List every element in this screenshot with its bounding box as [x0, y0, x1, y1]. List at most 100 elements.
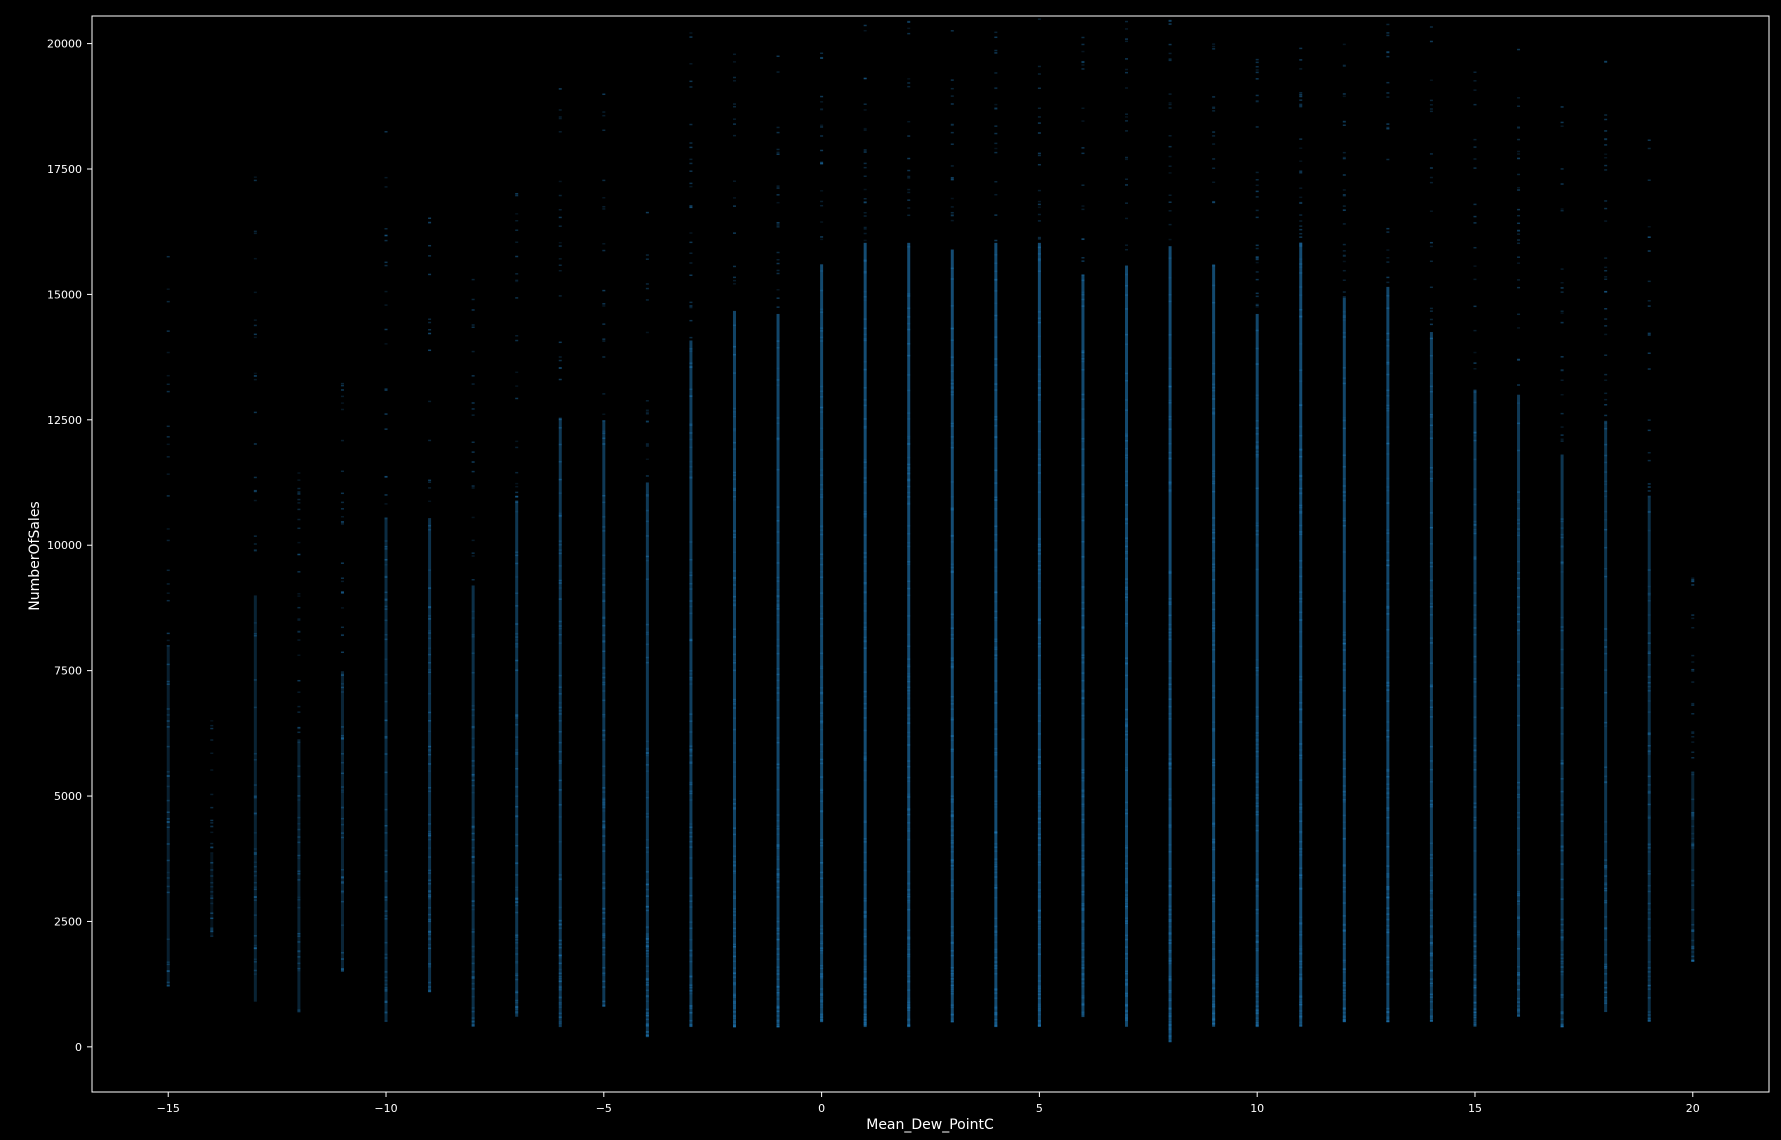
data-point	[907, 328, 911, 331]
data-point	[384, 413, 388, 415]
data-point	[1560, 629, 1564, 632]
data-point	[428, 931, 432, 934]
data-point	[907, 908, 911, 911]
data-point	[863, 983, 867, 986]
data-point	[1037, 833, 1041, 836]
data-point	[1647, 650, 1651, 653]
data-point	[1691, 959, 1695, 962]
data-point	[820, 571, 824, 573]
data-point	[515, 911, 519, 914]
data-point	[1429, 970, 1433, 972]
data-point	[732, 951, 736, 954]
data-point	[1037, 927, 1041, 930]
data-point	[1255, 797, 1259, 799]
data-point	[515, 862, 519, 864]
data-point	[820, 687, 824, 689]
data-point	[1647, 652, 1651, 654]
data-point	[776, 576, 780, 579]
data-point	[689, 751, 693, 753]
data-point	[1429, 985, 1433, 987]
data-point	[1255, 456, 1259, 458]
data-point	[1691, 757, 1695, 759]
data-point	[1560, 616, 1564, 619]
data-point	[1212, 1022, 1216, 1025]
data-point	[994, 1013, 998, 1015]
data-point	[210, 875, 214, 877]
data-point	[732, 798, 736, 801]
data-point	[1473, 940, 1477, 942]
data-point	[820, 788, 824, 791]
data-point	[645, 945, 649, 948]
data-point	[1212, 470, 1216, 472]
data-point	[1342, 1007, 1346, 1010]
data-point	[863, 510, 867, 513]
data-point	[1212, 541, 1216, 543]
data-point	[515, 623, 519, 625]
data-point	[602, 243, 606, 245]
data-point	[1081, 893, 1085, 896]
data-point	[1647, 429, 1651, 432]
data-point	[1386, 924, 1390, 927]
data-point	[994, 416, 998, 418]
data-point	[1255, 885, 1259, 887]
data-point	[994, 1022, 998, 1025]
data-point	[602, 641, 606, 643]
data-point	[863, 162, 867, 165]
data-point	[1081, 779, 1085, 782]
data-point	[820, 474, 824, 476]
data-point	[471, 900, 475, 902]
data-point	[1125, 907, 1129, 910]
data-point	[1691, 812, 1695, 814]
data-point	[1342, 794, 1346, 796]
x-tick-label: 15	[1468, 1102, 1482, 1115]
data-point	[1168, 960, 1172, 962]
data-point	[253, 291, 257, 294]
data-point	[776, 969, 780, 972]
data-point	[1299, 404, 1303, 406]
data-point	[210, 739, 214, 741]
data-point	[471, 635, 475, 638]
data-point	[820, 635, 824, 637]
data-point	[1299, 803, 1303, 805]
data-point	[1560, 106, 1564, 108]
data-point	[1081, 975, 1085, 977]
data-point	[950, 830, 954, 832]
data-point	[732, 891, 736, 893]
data-point	[1342, 279, 1346, 281]
data-point	[689, 683, 693, 685]
data-point	[166, 390, 170, 393]
data-point	[1429, 684, 1433, 686]
data-point	[1386, 96, 1390, 98]
data-point	[1473, 964, 1477, 967]
data-point	[1473, 368, 1477, 370]
data-point	[1212, 660, 1216, 662]
data-point	[820, 563, 824, 566]
data-point	[1081, 238, 1085, 241]
data-point	[515, 960, 519, 963]
data-point	[1429, 982, 1433, 985]
data-point	[1037, 553, 1041, 555]
data-point	[950, 634, 954, 636]
data-point	[1429, 970, 1433, 972]
data-point	[1560, 918, 1564, 920]
data-point	[297, 857, 301, 859]
data-point	[1168, 807, 1172, 809]
data-point	[1081, 865, 1085, 868]
data-point	[863, 1017, 867, 1019]
data-point	[558, 955, 562, 957]
data-point	[776, 833, 780, 836]
data-points	[166, 18, 1695, 1043]
data-point	[515, 947, 519, 949]
data-point	[1299, 196, 1303, 199]
data-point	[384, 575, 388, 578]
data-point	[1647, 236, 1651, 238]
data-point	[1081, 369, 1085, 371]
data-point	[1560, 962, 1564, 965]
data-point	[732, 499, 736, 501]
data-point	[1168, 482, 1172, 484]
data-point	[1604, 257, 1608, 259]
data-point	[428, 711, 432, 714]
data-point	[1517, 449, 1521, 452]
data-point	[210, 928, 214, 931]
data-point	[1037, 895, 1041, 897]
